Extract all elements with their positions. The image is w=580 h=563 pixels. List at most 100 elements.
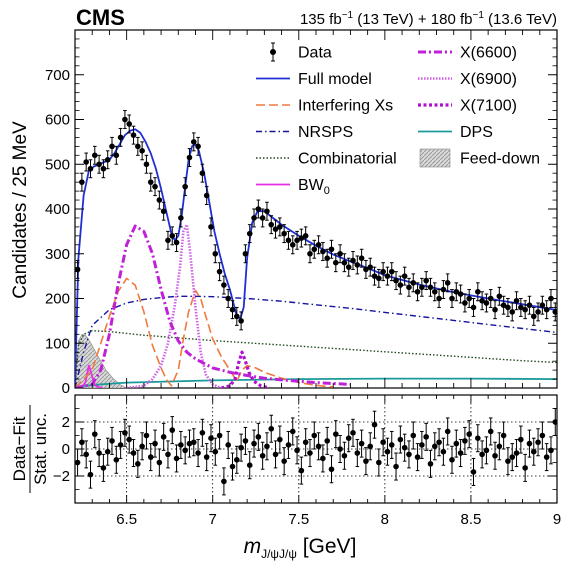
x-axis-unit: [GeV] (297, 535, 357, 558)
data-point (332, 253, 339, 273)
data-point (466, 289, 473, 308)
residual-point (277, 425, 283, 454)
data-point (173, 233, 180, 253)
data-point (535, 302, 541, 322)
data-point (513, 291, 520, 311)
legend-item-combinatorial: Combinatorial (256, 151, 397, 168)
data-point (384, 266, 391, 286)
residual-point (165, 440, 171, 469)
data-point (311, 239, 318, 259)
data-point (212, 244, 219, 264)
series-nrsps-line (75, 295, 557, 388)
residual-point (117, 430, 124, 459)
top-y-tick-label: 200 (45, 291, 70, 308)
residual-point (513, 439, 520, 468)
residual-point (522, 453, 528, 482)
residual-point (212, 437, 219, 466)
legend-label: X(7100) (460, 98, 517, 115)
data-point (470, 298, 477, 317)
data-point (315, 235, 322, 255)
legend-item-interfering: Interfering Xs (256, 98, 393, 115)
bottom-y-axis-label-line2: Stat. unc. (31, 413, 50, 485)
top-y-tick-label: 100 (45, 335, 70, 352)
top-y-tick-label: 300 (45, 246, 70, 263)
residual-point (406, 440, 412, 469)
residual-point (268, 414, 275, 443)
top-y-tick-label: 600 (45, 112, 70, 129)
data-point (96, 154, 102, 174)
legend-item-data: Data (270, 42, 332, 62)
residual-point (255, 422, 262, 451)
data-point (509, 302, 516, 322)
data-point (104, 150, 111, 170)
legend-item-bw0: BW0 (256, 177, 330, 197)
lumi-1-superscript: −1 (342, 10, 354, 21)
data-point (156, 190, 163, 210)
legend-item-x6600: X(6600) (418, 45, 517, 62)
residual-point (380, 428, 386, 457)
residual-point (186, 429, 193, 458)
data-point (113, 145, 120, 165)
residual-point (401, 433, 408, 462)
data-point (130, 125, 137, 145)
data-point (75, 259, 81, 279)
data-point (307, 244, 313, 264)
series-full-model-line (75, 128, 557, 386)
residual-point (410, 421, 417, 450)
residual-point (337, 435, 343, 463)
data-point (143, 154, 150, 174)
data-point (479, 291, 485, 311)
data-point (376, 268, 382, 288)
bottom-y-tick-label: −2 (53, 468, 70, 485)
data-point (345, 257, 352, 277)
residual-point (160, 422, 167, 451)
data-point (475, 282, 481, 302)
data-point (216, 262, 223, 282)
residual-point (371, 410, 378, 439)
data-point (526, 295, 533, 315)
data-point (518, 298, 524, 317)
data-point (147, 172, 154, 192)
bottom-y-axis-label-line1: Data−Fit (10, 416, 29, 481)
residual-point (264, 432, 270, 461)
data-point (401, 266, 408, 286)
legend-item-dps: DPS (418, 124, 493, 141)
data-point (225, 289, 232, 308)
data-point (139, 141, 145, 161)
residual-point (419, 430, 425, 459)
data-point (543, 300, 550, 320)
top-y-tick-label: 400 (45, 201, 70, 218)
residual-point (311, 421, 318, 450)
data-point (208, 217, 214, 237)
residual-point (178, 430, 184, 459)
residual-point (135, 449, 141, 478)
residual-point (479, 440, 485, 469)
data-point (505, 298, 511, 317)
legend-label: Full model (298, 71, 372, 88)
legend-item-x6900: X(6900) (418, 71, 517, 88)
data-point (500, 295, 507, 315)
x-tick-label: 7.5 (288, 511, 309, 528)
residual-point (462, 426, 468, 455)
data-point (427, 277, 434, 297)
lumi-2-superscript: −1 (472, 10, 484, 21)
x-tick-label: 9 (553, 511, 561, 528)
residual-point (83, 440, 89, 469)
residual-point (328, 455, 335, 484)
residual-point (539, 421, 546, 450)
residual-point (341, 441, 348, 470)
data-point (302, 226, 309, 246)
residual-point (431, 432, 438, 461)
legend-item-x7100: X(7100) (418, 98, 517, 115)
residual-point (113, 445, 120, 474)
data-point (268, 215, 275, 235)
residual-point (246, 451, 253, 480)
residual-point (182, 436, 188, 465)
residual-point (427, 449, 434, 478)
data-point (363, 259, 369, 279)
legend-label: X(6900) (460, 71, 517, 88)
data-point (264, 201, 270, 221)
residual-point (423, 422, 429, 451)
x-tick-label: 6.5 (116, 511, 137, 528)
top-y-tick-label: 700 (45, 67, 70, 84)
